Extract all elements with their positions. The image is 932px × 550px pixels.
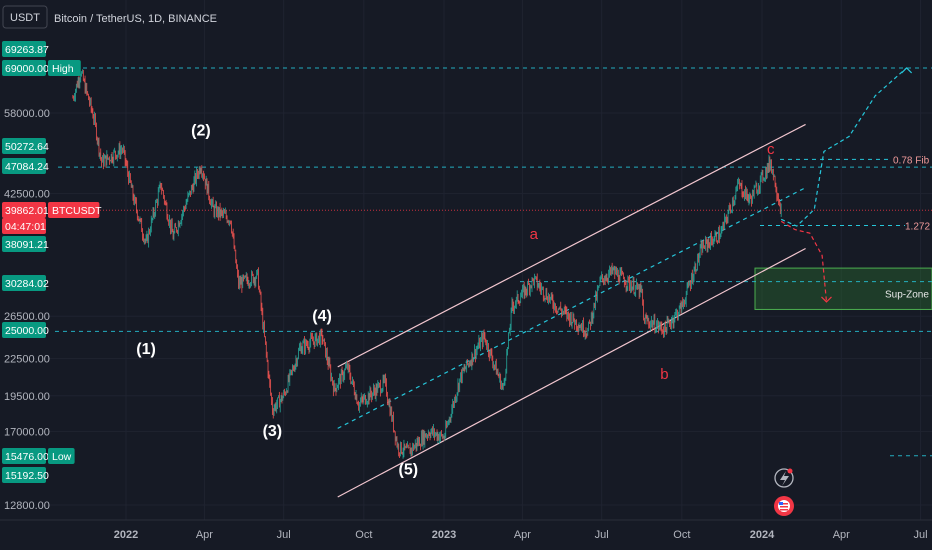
projection-teal-path bbox=[780, 67, 907, 227]
price-badge-tag: High bbox=[52, 63, 74, 75]
price-badge-box bbox=[2, 275, 46, 291]
price-badge-value: 25000.00 bbox=[5, 325, 49, 337]
x-tick-label: Apr bbox=[833, 529, 850, 541]
currency-button[interactable]: USDT bbox=[2, 5, 48, 29]
candles-layer bbox=[72, 69, 782, 459]
price-badge-value: 15192.50 bbox=[5, 470, 49, 482]
channel-upper-line bbox=[337, 123, 806, 368]
wave-label: b bbox=[660, 366, 668, 383]
price-badge-value: 04:47:01 bbox=[5, 221, 46, 233]
x-tick-label: Oct bbox=[673, 529, 690, 541]
price-badges: 69263.87 69000.00 High 50272.64 47084.24 3986… bbox=[2, 41, 102, 483]
horizontal-levels bbox=[55, 67, 932, 457]
news-flash-icon[interactable] bbox=[774, 468, 794, 488]
wave-label: (1) bbox=[136, 341, 156, 358]
price-badge-tag-box bbox=[48, 448, 75, 464]
projection-red-path bbox=[780, 220, 828, 302]
price-badge-box bbox=[2, 60, 46, 76]
wave-label: c bbox=[767, 141, 775, 158]
x-tick-label: Jul bbox=[914, 529, 928, 541]
price-badge-box bbox=[2, 467, 46, 483]
x-tick-label: 2023 bbox=[432, 529, 456, 541]
price-badge-tag: BTCUSDT bbox=[52, 205, 102, 217]
wave-label: a bbox=[530, 226, 539, 243]
x-tick-label: 2022 bbox=[114, 529, 138, 541]
price-badge-value: 39862.01 bbox=[5, 205, 49, 217]
projection-arrow-head bbox=[901, 67, 913, 74]
channel-lower-line bbox=[337, 247, 806, 498]
price-badge-value: 69000.00 bbox=[5, 63, 49, 75]
y-tick-label: 19500.00 bbox=[4, 391, 50, 403]
channel-mid-line bbox=[337, 187, 806, 429]
price-badge-box bbox=[2, 322, 46, 338]
x-tick-label: Apr bbox=[514, 529, 531, 541]
support-zone-box bbox=[754, 267, 932, 310]
price-badge-value: 69263.87 bbox=[5, 44, 49, 56]
projection-paths bbox=[780, 67, 913, 303]
price-badge-box bbox=[2, 218, 46, 234]
y-tick-label: 58000.00 bbox=[4, 108, 50, 120]
price-badge-box bbox=[2, 448, 46, 464]
price-badge-box bbox=[2, 138, 46, 154]
price-badge-value: 30284.02 bbox=[5, 278, 49, 290]
time-axis: 2022 Apr Jul Oct 2023 Apr Jul Oct 2024 Apr Jul bbox=[0, 519, 932, 541]
y-tick-label: 12800.00 bbox=[4, 500, 50, 512]
price-badge-value: 50272.64 bbox=[5, 141, 49, 153]
price-badge-tag-box bbox=[48, 60, 81, 76]
y-tick-label: 26500.00 bbox=[4, 311, 50, 323]
symbol-title: Bitcoin / TetherUS, 1D, BINANCE bbox=[54, 13, 217, 25]
wave-labels: (1) (2) (3) (4) (5) a b c bbox=[136, 122, 775, 478]
price-badge-tag-box bbox=[48, 202, 100, 218]
us-flag-event-icon[interactable] bbox=[774, 496, 794, 516]
wave-label: (5) bbox=[398, 461, 418, 478]
annotation-label: Sup-Zone bbox=[885, 290, 929, 301]
price-badge-tag: Low bbox=[52, 451, 72, 463]
price-channel bbox=[337, 123, 806, 498]
price-axis[interactable]: 58000.00 42500.00 26500.00 22500.00 19500.00… bbox=[4, 108, 50, 512]
price-badge-value: 15476.00 bbox=[5, 451, 49, 463]
y-tick-label: 42500.00 bbox=[4, 189, 50, 201]
y-tick-label: 22500.00 bbox=[4, 354, 50, 366]
wave-label: (2) bbox=[191, 122, 211, 139]
price-badge-value: 47084.24 bbox=[5, 161, 49, 173]
grid-layer bbox=[48, 0, 932, 520]
x-tick-label: Oct bbox=[355, 529, 372, 541]
x-tick-label: Jul bbox=[595, 529, 609, 541]
price-badge-box bbox=[2, 158, 46, 174]
x-tick-label: Apr bbox=[196, 529, 213, 541]
projection-arrow-head bbox=[821, 296, 832, 303]
price-badge-value: 38091.21 bbox=[5, 239, 49, 251]
wave-label: (3) bbox=[263, 423, 283, 440]
currency-button-label: USDT bbox=[10, 12, 40, 24]
x-tick-label: Jul bbox=[277, 529, 291, 541]
annotation-label: 0.78 Fib bbox=[893, 155, 930, 166]
price-badge-box bbox=[2, 236, 46, 252]
wave-label: (4) bbox=[312, 308, 332, 325]
annotation-label: 1.272 bbox=[905, 221, 930, 232]
price-badge-box bbox=[2, 202, 46, 218]
annotations: 0.78 Fib 1.272 Sup-Zone bbox=[885, 155, 930, 300]
x-tick-label: 2024 bbox=[750, 529, 775, 541]
price-badge-box bbox=[2, 41, 46, 57]
y-tick-label: 17000.00 bbox=[4, 426, 50, 438]
